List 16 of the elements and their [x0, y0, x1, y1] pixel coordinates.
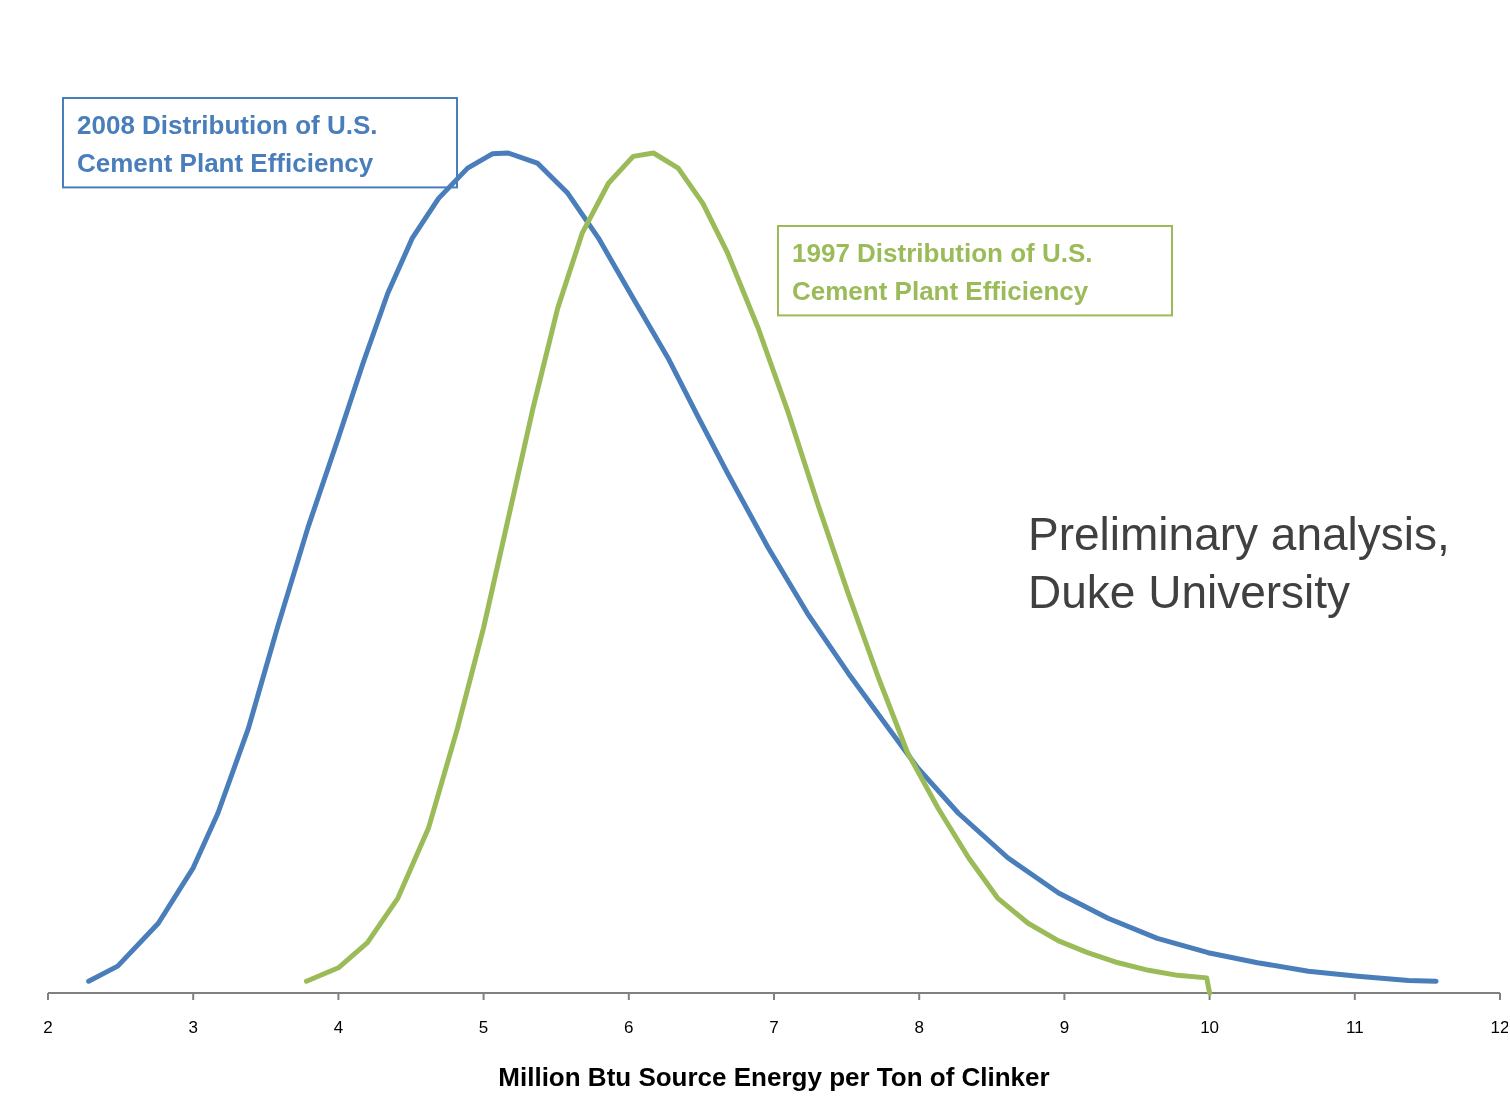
- x-tick-label: 3: [188, 1018, 198, 1037]
- x-tick-label: 2: [43, 1018, 53, 1037]
- x-tick-label: 10: [1200, 1018, 1220, 1037]
- x-tick-label: 7: [769, 1018, 779, 1037]
- annotation: Preliminary analysis,: [1028, 508, 1450, 560]
- annotation: Duke University: [1028, 566, 1351, 618]
- series-label: 1997 Distribution of U.S. Cement Plant Efficiency: [792, 238, 1093, 306]
- x-tick-label: 12: [1490, 1018, 1510, 1037]
- x-axis-title: Million Btu Source Energy per Ton of Clinker: [498, 1062, 1050, 1092]
- x-tick-label: 11: [1345, 1018, 1364, 1037]
- x-tick-label: 6: [624, 1018, 634, 1037]
- text: 2008 Distribution of U.S. Cement Plant Efficiency: [77, 110, 378, 178]
- x-tick-label: 8: [914, 1018, 924, 1037]
- x-tick-label: 4: [333, 1018, 344, 1037]
- x-tick-label: 5: [478, 1018, 489, 1037]
- x-tick-label: 9: [1059, 1018, 1070, 1037]
